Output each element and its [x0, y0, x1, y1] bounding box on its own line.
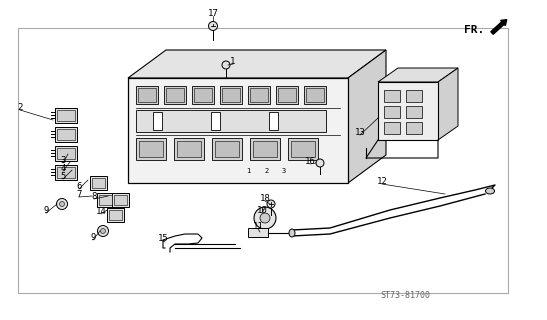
Bar	[222, 88, 240, 102]
Circle shape	[254, 207, 276, 229]
Bar	[250, 88, 268, 102]
Bar	[99, 195, 112, 205]
Bar	[138, 88, 156, 102]
Circle shape	[101, 228, 106, 234]
Bar	[211, 112, 220, 130]
Text: 8: 8	[91, 191, 97, 201]
Polygon shape	[348, 50, 386, 183]
Text: 1: 1	[246, 168, 250, 174]
Polygon shape	[128, 50, 386, 78]
Bar	[97, 193, 114, 207]
Bar	[57, 110, 75, 121]
Text: 4: 4	[60, 164, 66, 172]
Text: 9: 9	[90, 233, 96, 242]
Circle shape	[316, 159, 324, 167]
Polygon shape	[438, 68, 458, 140]
Circle shape	[60, 202, 65, 206]
Text: 11: 11	[253, 221, 263, 230]
Bar	[384, 106, 400, 118]
Bar	[212, 138, 242, 160]
Text: 15: 15	[158, 234, 168, 243]
Bar	[192, 86, 214, 104]
Bar	[304, 86, 326, 104]
Bar	[136, 86, 158, 104]
Bar	[288, 138, 318, 160]
Bar	[174, 138, 204, 160]
Text: 10: 10	[257, 205, 267, 214]
Text: 6: 6	[77, 181, 82, 190]
Bar	[406, 106, 422, 118]
Text: 5: 5	[60, 172, 66, 180]
Bar	[406, 90, 422, 102]
Text: 9: 9	[43, 205, 49, 214]
Text: 3: 3	[60, 156, 66, 164]
Bar	[55, 165, 77, 180]
Bar	[220, 86, 242, 104]
Bar	[55, 127, 77, 142]
Circle shape	[97, 226, 108, 236]
Bar	[194, 88, 212, 102]
Bar	[248, 86, 270, 104]
Text: 17: 17	[208, 9, 218, 18]
Bar	[253, 141, 277, 157]
Text: 2: 2	[264, 168, 268, 174]
Bar	[215, 141, 239, 157]
Circle shape	[267, 200, 275, 208]
FancyArrow shape	[491, 20, 507, 34]
Bar	[269, 112, 278, 130]
Circle shape	[222, 61, 230, 69]
Bar	[55, 146, 77, 161]
Text: 7: 7	[77, 189, 82, 198]
Bar	[114, 195, 127, 205]
Bar	[406, 122, 422, 134]
Text: 14: 14	[96, 206, 106, 215]
Bar	[278, 88, 296, 102]
Bar	[18, 28, 508, 293]
Bar	[136, 138, 166, 160]
Text: 2: 2	[18, 102, 22, 111]
Polygon shape	[378, 68, 458, 82]
Bar	[57, 129, 75, 140]
Bar	[250, 138, 280, 160]
Circle shape	[208, 21, 218, 30]
Bar	[90, 176, 107, 190]
Bar	[306, 88, 324, 102]
Bar	[164, 86, 186, 104]
Text: 12: 12	[377, 177, 387, 186]
Bar	[109, 210, 122, 220]
Text: FR.: FR.	[464, 25, 484, 35]
Bar	[384, 122, 400, 134]
Bar	[166, 88, 184, 102]
Bar	[55, 108, 77, 123]
Bar	[57, 167, 75, 178]
Text: 16: 16	[305, 156, 316, 165]
Bar	[248, 228, 268, 237]
Circle shape	[56, 198, 67, 210]
Text: 13: 13	[354, 127, 365, 137]
Bar	[177, 141, 201, 157]
Ellipse shape	[486, 188, 494, 194]
Circle shape	[260, 213, 270, 223]
Bar	[378, 82, 438, 140]
Bar	[57, 148, 75, 159]
Bar	[291, 141, 315, 157]
Bar	[136, 110, 326, 132]
Text: 1: 1	[230, 57, 236, 66]
Bar	[384, 90, 400, 102]
Bar	[92, 178, 105, 188]
Text: 18: 18	[260, 194, 270, 203]
Bar	[153, 112, 162, 130]
Bar	[107, 208, 124, 222]
Text: ST73-81700: ST73-81700	[380, 291, 430, 300]
Bar	[276, 86, 298, 104]
Ellipse shape	[289, 229, 295, 237]
Text: 3: 3	[282, 168, 286, 174]
Bar	[112, 193, 129, 207]
Bar	[128, 78, 348, 183]
Bar	[139, 141, 163, 157]
